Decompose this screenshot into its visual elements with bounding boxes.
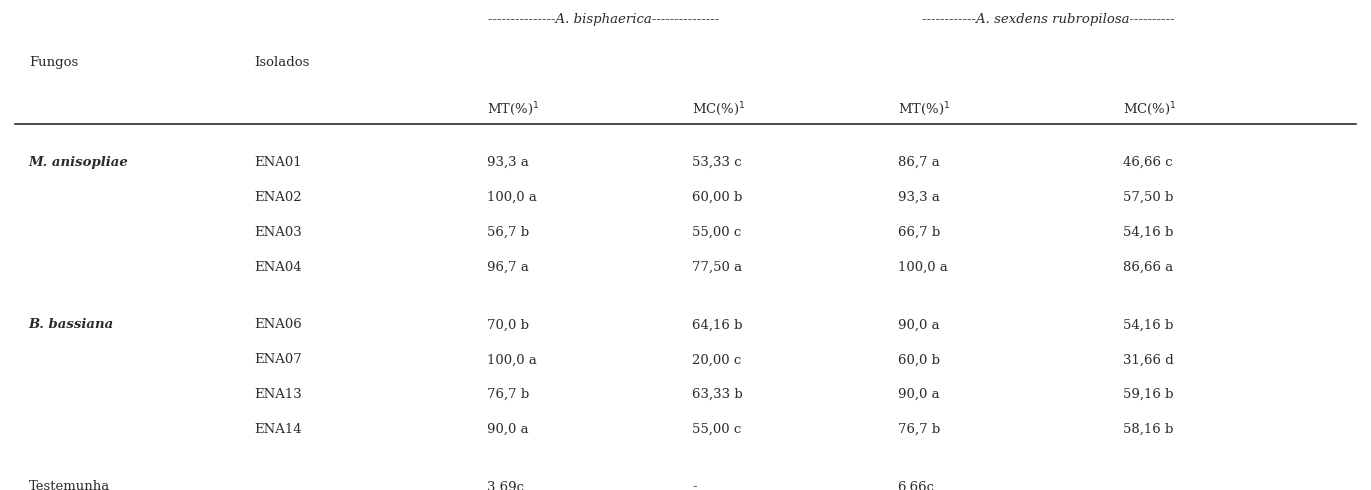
Text: Testemunha: Testemunha [29,480,110,490]
Text: MT(%)$^1$: MT(%)$^1$ [487,100,540,118]
Text: 70,0 b: 70,0 b [487,318,529,331]
Text: 58,16 b: 58,16 b [1123,423,1174,436]
Text: 55,00 c: 55,00 c [692,226,742,239]
Text: 66,7 b: 66,7 b [898,226,941,239]
Text: 6,66c: 6,66c [898,480,935,490]
Text: ENA04: ENA04 [255,261,302,274]
Text: 63,33 b: 63,33 b [692,388,743,401]
Text: 64,16 b: 64,16 b [692,318,743,331]
Text: ENA02: ENA02 [255,191,302,204]
Text: 77,50 a: 77,50 a [692,261,743,274]
Text: MC(%)$^1$: MC(%)$^1$ [1123,100,1178,118]
Text: 53,33 c: 53,33 c [692,156,742,169]
Text: ------------A. sexdens rubropilosa----------: ------------A. sexdens rubropilosa------… [921,13,1175,26]
Text: ENA03: ENA03 [255,226,302,239]
Text: 93,3 a: 93,3 a [487,156,529,169]
Text: 100,0 a: 100,0 a [487,191,537,204]
Text: ENA13: ENA13 [255,388,302,401]
Text: 90,0 a: 90,0 a [898,388,939,401]
Text: 46,66 c: 46,66 c [1123,156,1174,169]
Text: ---------------A. bisphaerica---------------: ---------------A. bisphaerica-----------… [488,13,718,26]
Text: Isolados: Isolados [255,56,310,69]
Text: 57,50 b: 57,50 b [1123,191,1174,204]
Text: 86,7 a: 86,7 a [898,156,939,169]
Text: 100,0 a: 100,0 a [487,353,537,367]
Text: ENA07: ENA07 [255,353,302,367]
Text: 96,7 a: 96,7 a [487,261,529,274]
Text: 90,0 a: 90,0 a [487,423,529,436]
Text: 100,0 a: 100,0 a [898,261,947,274]
Text: -: - [692,480,696,490]
Text: 90,0 a: 90,0 a [898,318,939,331]
Text: 54,16 b: 54,16 b [1123,226,1174,239]
Text: MT(%)$^1$: MT(%)$^1$ [898,100,950,118]
Text: Fungos: Fungos [29,56,78,69]
Text: 55,00 c: 55,00 c [692,423,742,436]
Text: 60,0 b: 60,0 b [898,353,939,367]
Text: M. anisopliae: M. anisopliae [29,156,129,169]
Text: ENA06: ENA06 [255,318,302,331]
Text: 31,66 d: 31,66 d [1123,353,1174,367]
Text: 20,00 c: 20,00 c [692,353,742,367]
Text: 60,00 b: 60,00 b [692,191,743,204]
Text: MC(%)$^1$: MC(%)$^1$ [692,100,746,118]
Text: 93,3 a: 93,3 a [898,191,939,204]
Text: 86,66 a: 86,66 a [1123,261,1174,274]
Text: 59,16 b: 59,16 b [1123,388,1174,401]
Text: 3,69c: 3,69c [487,480,524,490]
Text: 76,7 b: 76,7 b [487,388,529,401]
Text: 56,7 b: 56,7 b [487,226,529,239]
Text: 76,7 b: 76,7 b [898,423,941,436]
Text: ENA01: ENA01 [255,156,302,169]
Text: B. bassiana: B. bassiana [29,318,114,331]
Text: 54,16 b: 54,16 b [1123,318,1174,331]
Text: ENA14: ENA14 [255,423,302,436]
